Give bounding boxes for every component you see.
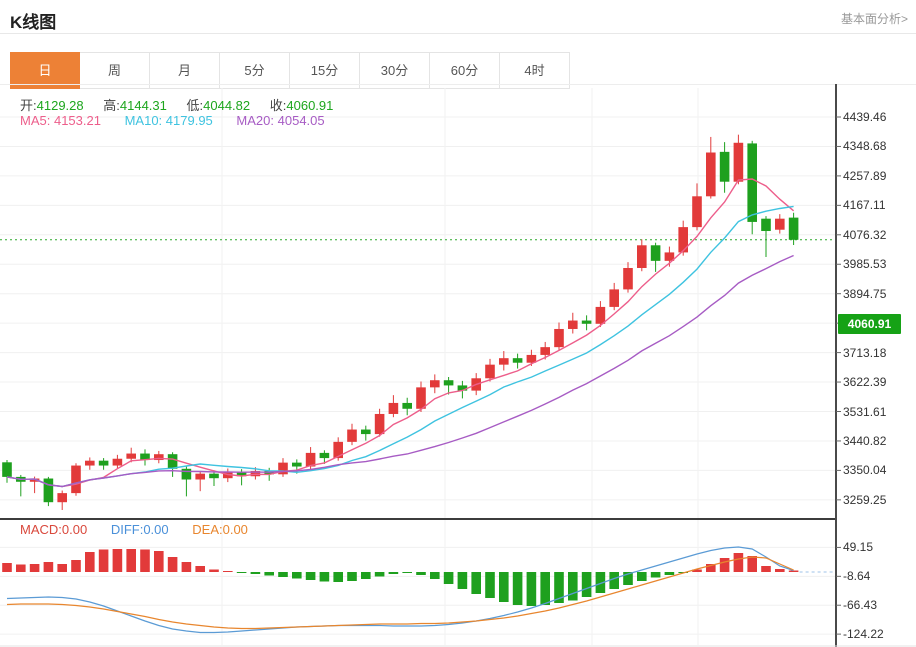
macd-readout: MACD:0.00 DIFF:0.00 DEA:0.00	[20, 522, 268, 537]
price-axis-label: 3350.04	[843, 463, 887, 478]
ma10-readout: MA10: 4179.95	[124, 113, 213, 128]
price-axis-label: 3713.18	[843, 345, 887, 360]
price-axis-label: 3622.39	[843, 375, 887, 390]
current-price-badge: 4060.91	[838, 313, 901, 334]
macd-axis-label: -66.43	[843, 598, 878, 613]
dea-value: DEA:0.00	[192, 522, 248, 537]
price-axis-label: 3985.53	[843, 257, 887, 272]
tab-4hour[interactable]: 4时	[500, 52, 570, 89]
page-title: K线图	[10, 13, 57, 32]
price-axis-label: 3440.82	[843, 433, 887, 448]
price-axis-label: 4348.68	[843, 139, 887, 154]
ohlc-readout: 开:4129.28 高:4144.31 低:4044.82 收:4060.91	[20, 95, 349, 114]
close-readout: 收:4060.91	[269, 98, 334, 113]
period-tabs: 日 周 月 5分 15分 30分 60分 4时	[10, 52, 570, 89]
price-axis-label: 3259.25	[843, 492, 887, 507]
tab-5min[interactable]: 5分	[220, 52, 290, 89]
price-axis-label: 3894.75	[843, 286, 887, 301]
price-axis-label: 4076.32	[843, 227, 887, 242]
tab-15min[interactable]: 15分	[290, 52, 360, 89]
low-readout: 低:4044.82	[186, 98, 251, 113]
macd-axis-label: 49.15	[843, 540, 874, 555]
price-axis-label: 4439.46	[843, 110, 887, 124]
high-readout: 高:4144.31	[103, 98, 167, 113]
price-axis-label: 3531.61	[843, 404, 887, 419]
tab-60min[interactable]: 60分	[430, 52, 500, 89]
tab-day[interactable]: 日	[10, 52, 80, 89]
tab-30min[interactable]: 30分	[360, 52, 430, 89]
fundamental-analysis-link[interactable]: 基本面分析>	[840, 12, 908, 26]
price-axis-label: 4257.89	[843, 168, 887, 183]
open-readout: 开:4129.28	[20, 98, 84, 113]
header-divider	[0, 33, 916, 34]
macd-axis-label: -124.22	[843, 627, 884, 642]
chart-plot-svg	[0, 84, 916, 647]
diff-value: DIFF:0.00	[110, 522, 169, 537]
tab-month[interactable]: 月	[150, 52, 220, 89]
macd-axis-label: -8.64	[843, 569, 871, 584]
kline-chart-area: 开:4129.28 高:4144.31 低:4044.82 收:4060.91 …	[0, 84, 916, 647]
chart-top-border	[0, 84, 916, 85]
ma-readout: MA5: 4153.21 MA10: 4179.95 MA20: 4054.05	[20, 113, 345, 128]
ma20-readout: MA20: 4054.05	[236, 113, 325, 128]
tab-week[interactable]: 周	[80, 52, 150, 89]
macd-value: MACD:0.00	[20, 522, 88, 537]
price-axis-label: 4167.11	[843, 198, 886, 213]
ma5-readout: MA5: 4153.21	[20, 113, 101, 128]
